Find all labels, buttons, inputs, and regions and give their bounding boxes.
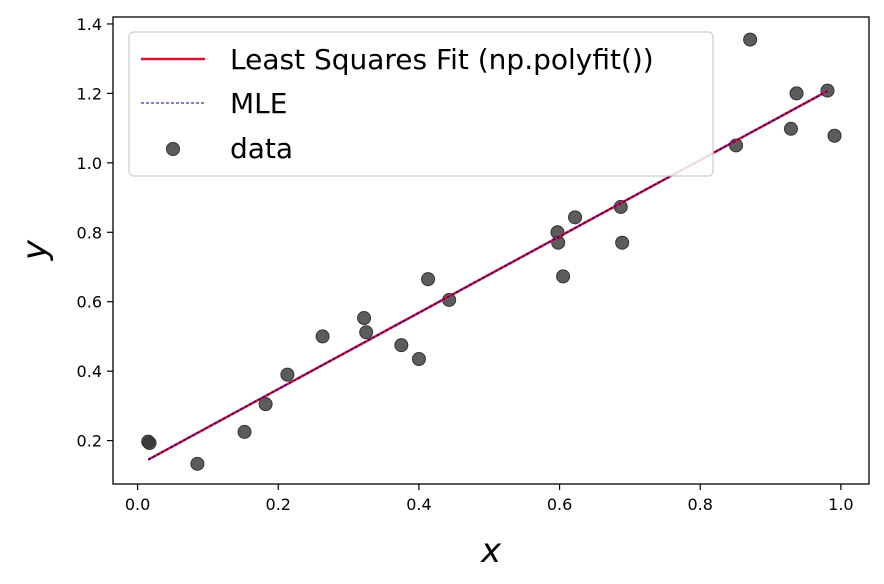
mle-line	[147, 90, 829, 461]
y-tick-label: 0.8	[77, 223, 102, 242]
data-point	[142, 436, 157, 451]
x-axis-label: x	[480, 531, 502, 571]
x-tick-label: 0.8	[687, 495, 712, 514]
y-tick-label: 1.2	[77, 84, 102, 103]
data-point	[258, 397, 273, 412]
data-point	[411, 352, 426, 367]
legend: Least Squares Fit (np.polyfit()) MLE dat…	[128, 31, 714, 177]
legend-box	[128, 31, 714, 177]
legend-label-data: data	[230, 132, 293, 165]
y-tick-label: 1.0	[77, 154, 102, 173]
x-axis-ticks: 0.0 0.2 0.4 0.6 0.8 1.0	[125, 484, 854, 514]
data-point	[315, 329, 330, 344]
plot-frame	[112, 16, 870, 485]
data-point	[743, 32, 758, 47]
legend-swatch-data	[166, 142, 180, 156]
x-tick-label: 0.4	[406, 495, 431, 514]
data-point	[394, 338, 409, 353]
y-tick-label: 0.2	[77, 432, 102, 451]
x-tick-label: 0.2	[266, 495, 291, 514]
legend-label-mle: MLE	[230, 87, 287, 120]
data-point	[421, 272, 436, 287]
data-point	[789, 86, 804, 101]
plot-content	[141, 32, 842, 471]
data-point	[615, 235, 630, 250]
data-point	[237, 424, 252, 439]
data-point	[556, 269, 571, 284]
y-axis-ticks: 0.2 0.4 0.6 0.8 1.0 1.2 1.4	[77, 15, 113, 451]
data-point	[783, 121, 798, 136]
data-point	[190, 456, 205, 471]
data-point	[568, 210, 583, 225]
y-tick-label: 0.4	[77, 362, 102, 381]
legend-label-least-squares: Least Squares Fit (np.polyfit())	[230, 43, 654, 76]
y-axis-label: y	[15, 239, 55, 261]
data-point	[357, 311, 372, 326]
y-tick-label: 0.6	[77, 293, 102, 312]
x-tick-label: 0.6	[547, 495, 572, 514]
data-point	[359, 325, 374, 340]
x-tick-label: 1.0	[828, 495, 853, 514]
y-tick-label: 1.4	[77, 15, 102, 34]
data-point	[827, 128, 842, 143]
data-point	[280, 367, 295, 382]
x-tick-label: 0.0	[125, 495, 150, 514]
